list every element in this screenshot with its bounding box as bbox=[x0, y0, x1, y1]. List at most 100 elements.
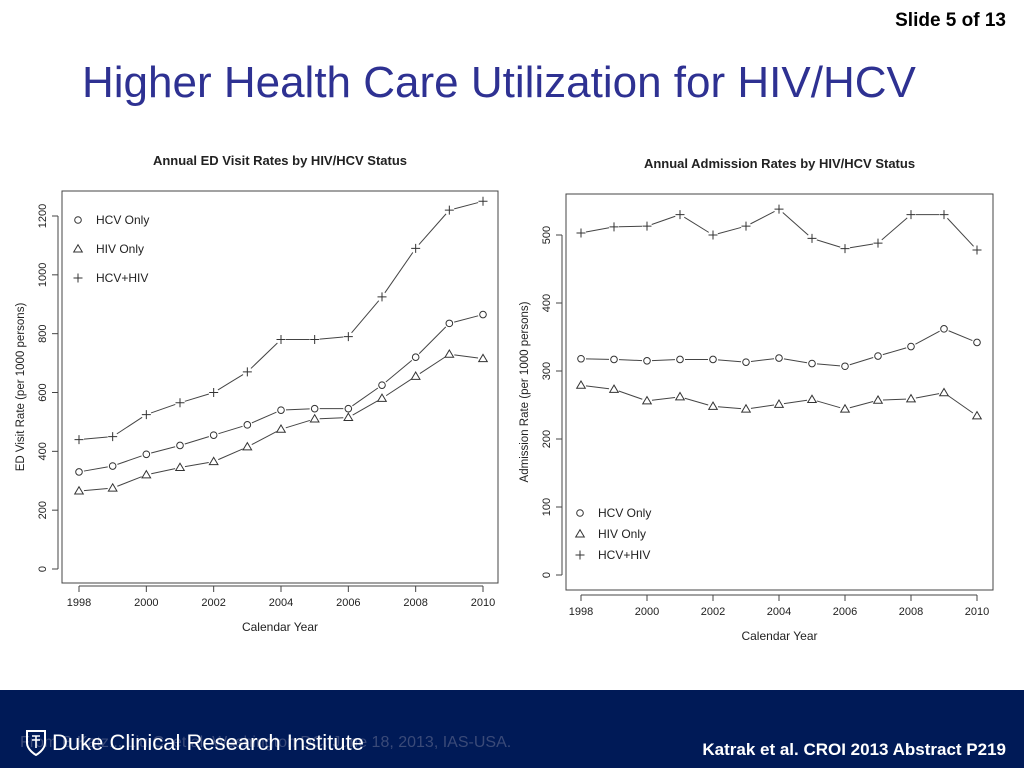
ed-series-hcv-hiv-point bbox=[141, 410, 151, 420]
ed-series-hcv-only-point bbox=[75, 468, 83, 476]
ed-series-hcv-hiv-point bbox=[343, 332, 353, 342]
ed-series-hcv-only-segment bbox=[418, 326, 447, 355]
adm-series-hiv-only-segment bbox=[947, 395, 974, 414]
adm-series-hcv-hiv-point bbox=[576, 228, 586, 238]
ed-series-hiv-only-segment bbox=[352, 400, 378, 416]
ed-y-tick-label: 200 bbox=[37, 501, 49, 519]
ed-legend-hcv-hiv-marker bbox=[73, 273, 83, 283]
adm-series-hcv-only-point bbox=[577, 354, 585, 363]
adm-series-hcv-hiv-point bbox=[675, 210, 685, 220]
adm-y-tick-label: 300 bbox=[541, 362, 553, 380]
adm-series-hcv-only-segment bbox=[816, 363, 841, 367]
ed-x-tick-label: 2006 bbox=[336, 597, 360, 609]
adm-series-hiv-only-segment bbox=[717, 406, 742, 410]
ed-legend-hcv-hiv-label: HCV+HIV bbox=[96, 271, 148, 285]
ed-series-hcv-only-segment bbox=[352, 387, 379, 407]
ed-series-hcv-only-segment bbox=[151, 446, 176, 454]
adm-series-hcv-only-point bbox=[742, 358, 750, 366]
adm-series-hiv-only-point bbox=[674, 391, 686, 401]
admission-chart-svg: Annual Admission Rates by HIV/HCV Status… bbox=[519, 156, 994, 643]
duke-shield-icon bbox=[26, 730, 46, 756]
ed-series-hiv-only-point bbox=[444, 348, 455, 358]
ed-series-hiv-only-segment bbox=[319, 417, 344, 420]
adm-series-hcv-hiv-segment bbox=[717, 226, 742, 235]
ed-series-hiv-only-point bbox=[141, 469, 152, 479]
ed-chart-title: Annual ED Visit Rates by HIV/HCV Status bbox=[153, 153, 407, 168]
ed-x-tick-label: 2004 bbox=[269, 597, 293, 609]
adm-series-hcv-only-segment bbox=[651, 359, 676, 362]
adm-y-tick-label: 400 bbox=[541, 294, 553, 312]
adm-series-hcv-hiv-segment bbox=[750, 211, 775, 225]
adm-legend-hiv-only-label: HIV Only bbox=[598, 527, 646, 541]
ed-series-hcv-hiv bbox=[74, 196, 488, 445]
adm-series-hcv-hiv-segment bbox=[947, 217, 974, 247]
adm-series-hcv-only-point bbox=[940, 325, 948, 333]
ed-series-hcv-only-point bbox=[243, 421, 252, 429]
ed-series-hcv-only-point bbox=[479, 310, 487, 319]
adm-series-hcv-hiv bbox=[576, 204, 982, 255]
ed-series-hcv-hiv-point bbox=[478, 196, 488, 206]
adm-y-tick-label: 500 bbox=[541, 226, 553, 244]
ed-series-hcv-only-segment bbox=[285, 408, 310, 411]
adm-series-hcv-only-point bbox=[676, 355, 684, 364]
adm-series-hiv-only-point bbox=[641, 395, 653, 405]
adm-series-hiv-only-point bbox=[773, 399, 785, 408]
ed-series-hiv-only-point bbox=[477, 353, 489, 363]
adm-series-hcv-only-point bbox=[808, 359, 816, 368]
adm-series-hcv-only-segment bbox=[882, 347, 907, 356]
ed-series-hcv-hiv-point bbox=[175, 398, 185, 408]
ed-series-hcv-hiv-point bbox=[377, 292, 387, 302]
ed-series-hcv-only-point bbox=[411, 353, 420, 361]
adm-series-hiv-only-segment bbox=[651, 396, 676, 401]
adm-series-hcv-hiv-point bbox=[609, 222, 619, 232]
ed-series-hiv-only-point bbox=[73, 485, 85, 495]
ed-series-hiv-only-point bbox=[107, 482, 118, 492]
adm-series-hcv-hiv-point bbox=[708, 230, 718, 240]
ed-series-hcv-hiv-point bbox=[310, 335, 320, 345]
ed-x-axis-label: Calendar Year bbox=[242, 620, 318, 634]
ed-visit-chart: Annual ED Visit Rates by HIV/HCV Status 1… bbox=[0, 148, 510, 648]
ed-series-hcv-hiv-segment bbox=[418, 213, 447, 245]
adm-series-hcv-hiv-point bbox=[840, 244, 850, 254]
ed-legend-hcv-only-marker bbox=[74, 216, 82, 224]
adm-series-hiv-only-segment bbox=[915, 393, 940, 399]
ed-series-hiv-only-segment bbox=[454, 354, 479, 359]
ed-series-hcv-hiv-point bbox=[209, 388, 219, 397]
adm-series-hcv-only-point bbox=[907, 342, 915, 351]
ed-y-tick-label: 600 bbox=[37, 383, 49, 401]
adm-series-hcv-hiv-point bbox=[906, 210, 916, 220]
duke-logo-text: Duke Clinical Research Institute bbox=[52, 730, 364, 755]
ed-series-hiv-only-segment bbox=[251, 431, 277, 446]
footer-bar bbox=[0, 690, 1024, 768]
ed-series-hcv-hiv-point bbox=[444, 205, 454, 215]
adm-series-hiv-only-point bbox=[839, 403, 851, 413]
adm-series-hiv-only-segment bbox=[849, 401, 874, 409]
ed-y-tick-label: 1200 bbox=[37, 204, 49, 228]
adm-series-hiv-only-point bbox=[905, 393, 917, 403]
adm-series-hiv-only-segment bbox=[783, 399, 808, 405]
ed-series-hcv-hiv-segment bbox=[116, 416, 143, 435]
ed-y-tick-label: 1000 bbox=[37, 263, 49, 287]
ed-series-hiv-only-point bbox=[174, 462, 186, 472]
ed-series-hiv-only-point bbox=[343, 412, 354, 422]
ed-series-hiv-only-segment bbox=[117, 476, 142, 487]
ed-series-hcv-only-point bbox=[445, 319, 454, 328]
adm-series-hiv-only-segment bbox=[750, 404, 775, 409]
adm-series-hiv-only bbox=[575, 379, 983, 420]
adm-x-tick-label: 2002 bbox=[701, 606, 725, 618]
ed-series-hiv-only-point bbox=[275, 423, 287, 433]
adm-series-hcv-hiv-segment bbox=[585, 227, 610, 233]
ed-series-hcv-only-point bbox=[310, 404, 319, 413]
adm-series-hcv-only-point bbox=[643, 357, 651, 365]
ed-x-tick-label: 2008 bbox=[403, 597, 427, 609]
adm-y-tick-label: 100 bbox=[541, 498, 553, 516]
ed-series-hcv-only-segment bbox=[83, 466, 108, 472]
adm-series-hcv-only-segment bbox=[750, 358, 775, 363]
adm-series-hcv-hiv-point bbox=[774, 204, 784, 214]
ed-legend-hcv-only-label: HCV Only bbox=[96, 213, 149, 227]
adm-series-hcv-hiv-segment bbox=[651, 215, 676, 225]
adm-x-tick-label: 1998 bbox=[569, 606, 593, 618]
ed-series-hiv-only-point bbox=[208, 456, 219, 466]
ed-series-hcv-only-segment bbox=[251, 411, 277, 424]
adm-series-hcv-only-point bbox=[709, 355, 717, 364]
